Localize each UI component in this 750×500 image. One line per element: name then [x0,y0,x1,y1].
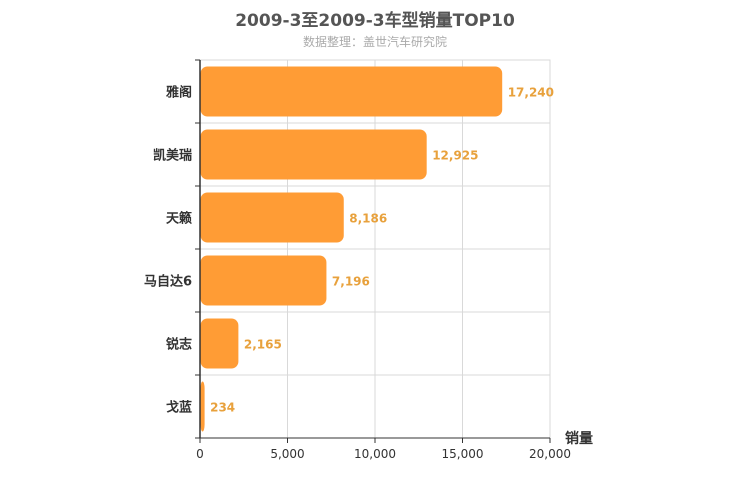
bar [200,192,344,243]
x-tick-label: 10,000 [354,447,396,461]
category-label: 雅阁 [166,85,192,101]
category-label: 马自达6 [144,274,192,290]
x-axis-title: 销量 [565,430,593,447]
value-label: 17,240 [508,86,554,100]
bar [200,129,427,180]
value-label: 8,186 [349,212,387,226]
value-label: 2,165 [244,338,282,352]
x-tick-label: 0 [196,447,204,461]
bar [200,66,503,117]
value-label: 7,196 [332,275,370,289]
x-tick-label: 20,000 [529,447,571,461]
category-label: 锐志 [166,337,192,353]
x-tick-label: 5,000 [270,447,304,461]
x-tick-label: 15,000 [442,447,484,461]
value-label: 12,925 [432,149,478,163]
bar [200,255,327,306]
value-label: 234 [210,401,235,415]
category-label: 天籁 [166,211,192,227]
category-label: 凯美瑞 [153,148,192,164]
bar [200,318,239,369]
bar [200,381,205,432]
chart-title: 2009-3至2009-3车型销量TOP10 [235,11,515,31]
chart-subtitle: 数据整理：盖世汽车研究院 [302,35,447,49]
category-label: 戈蓝 [166,400,192,416]
